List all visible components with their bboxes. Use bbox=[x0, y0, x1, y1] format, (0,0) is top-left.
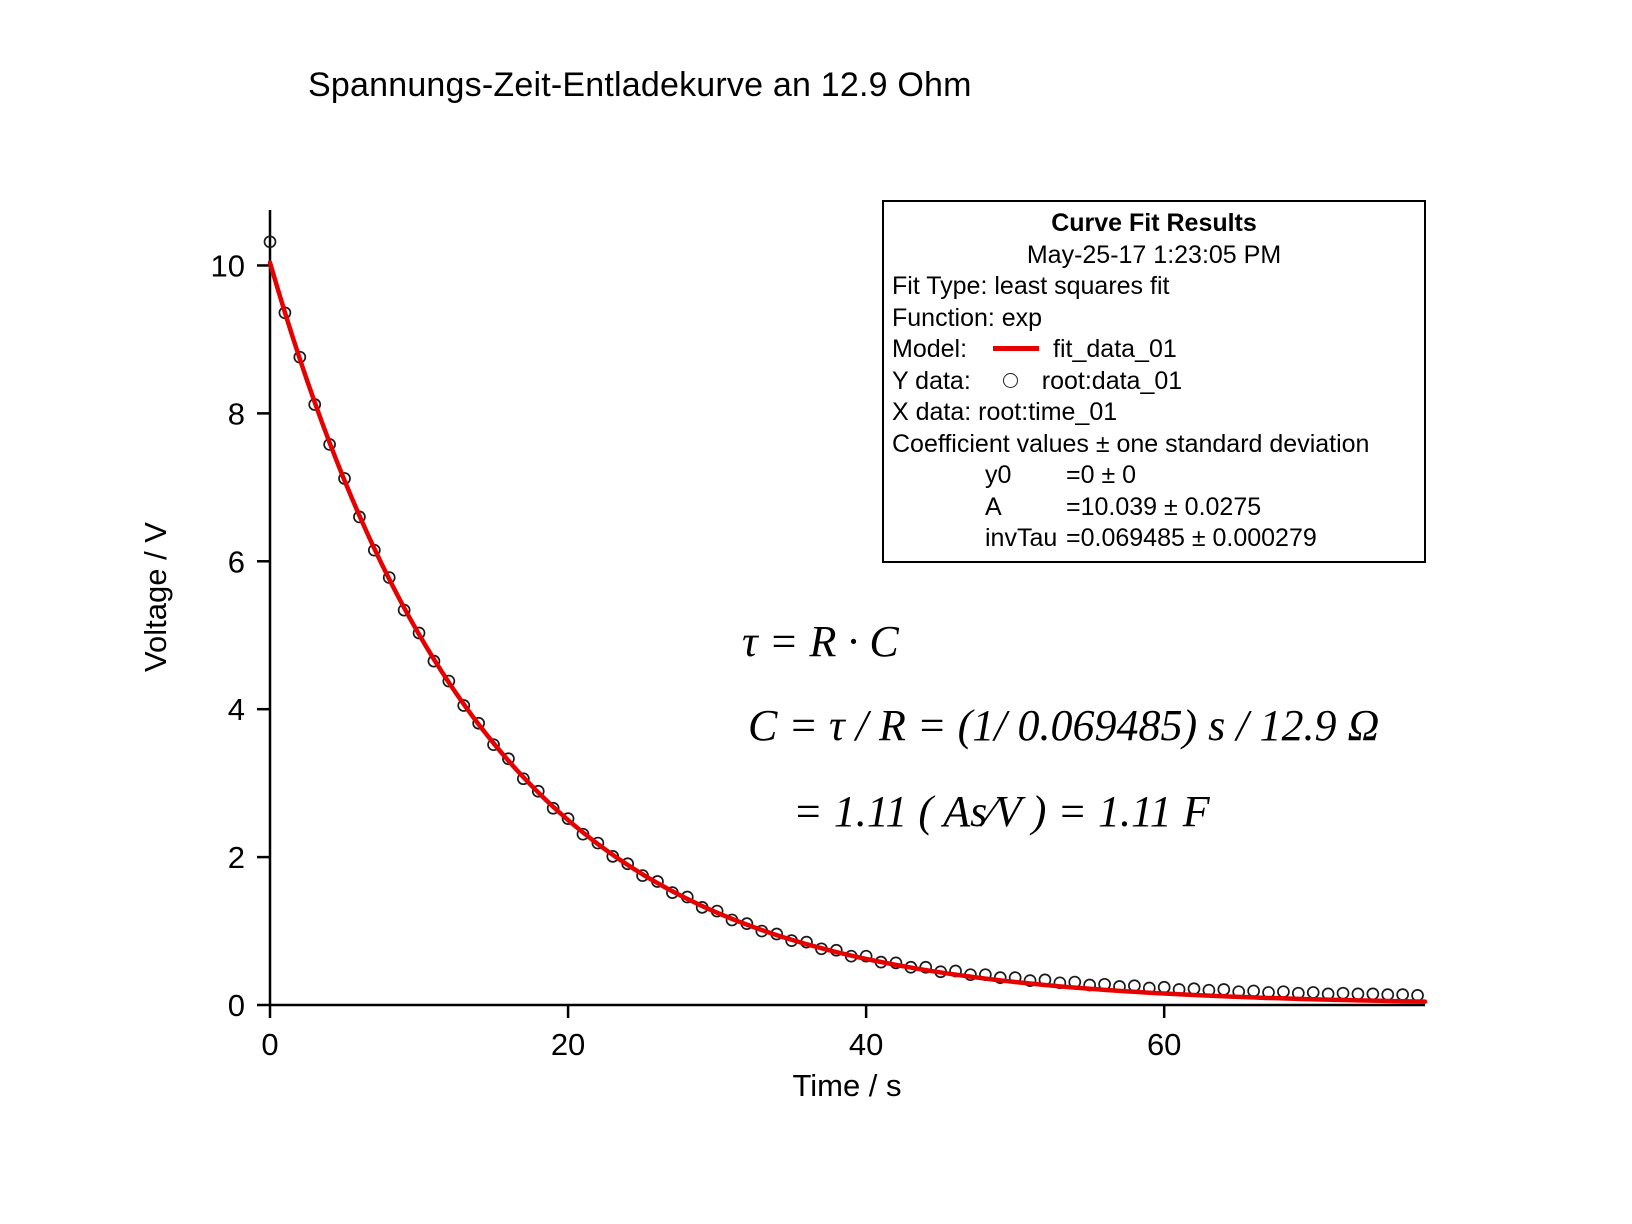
data-point-marker bbox=[531, 784, 545, 798]
ydata-value: root:data_01 bbox=[1041, 366, 1183, 395]
fit-line bbox=[267, 260, 1428, 1004]
model-value: fit_data_01 bbox=[1053, 335, 1177, 363]
y-tick-label: 0 bbox=[228, 988, 245, 1023]
xdata-line: X data: root:time_01 bbox=[892, 398, 1118, 426]
data-point-marker bbox=[1351, 987, 1365, 1001]
ydata-line: Y data: root:data_01 bbox=[892, 366, 1416, 398]
x-axis-label: Time / s bbox=[792, 1068, 901, 1103]
x-tick-label: 20 bbox=[551, 1027, 585, 1062]
coefficient-row-y0: y0 =0 ± 0 bbox=[985, 460, 1416, 492]
coefficient-name: A bbox=[985, 492, 1002, 521]
data-point-marker bbox=[1306, 986, 1320, 999]
y-axis-label: Voltage / V bbox=[138, 522, 173, 672]
coefficient-name: invTau bbox=[985, 524, 1058, 552]
y-tick-label: 4 bbox=[228, 692, 245, 727]
data-point-marker bbox=[457, 699, 471, 712]
fit-box-title: Curve Fit Results bbox=[1051, 209, 1257, 237]
curve-fit-results-box: Curve Fit Results May-25-17 1:23:05 PM F… bbox=[882, 200, 1426, 563]
data-point-marker bbox=[561, 812, 575, 825]
coefficient-header: Coefficient values ± one standard deviat… bbox=[892, 429, 1370, 458]
equation-capacitance: C = τ / R = (1/ 0.069485) s / 12.9 Ω bbox=[748, 701, 1380, 750]
fit-type-line: Fit Type: least squares fit bbox=[892, 272, 1170, 300]
x-tick-label: 40 bbox=[849, 1027, 883, 1062]
data-point-marker bbox=[1023, 974, 1037, 987]
data-point-marker bbox=[517, 772, 530, 786]
coefficient-row-invTau: invTau =0.069485 ± 0.000279 bbox=[985, 523, 1416, 555]
open-circle-marker-icon bbox=[1002, 372, 1018, 388]
equation-result: = 1.11 ( As⁄V ) = 1.11 F bbox=[793, 787, 1210, 836]
coefficient-value: =10.039 ± 0.0275 bbox=[1066, 492, 1262, 521]
data-point-marker bbox=[546, 801, 560, 815]
coefficient-row-A: A =10.039 ± 0.0275 bbox=[985, 492, 1416, 524]
data-point-marker bbox=[1217, 983, 1231, 996]
model-line: Model: fit_data_01 bbox=[892, 334, 1416, 366]
coefficient-name: y0 bbox=[985, 461, 1012, 489]
data-point-marker bbox=[502, 752, 515, 766]
coefficient-value: =0.069485 ± 0.000279 bbox=[1066, 524, 1317, 552]
y-tick-label: 10 bbox=[211, 248, 245, 283]
data-point-marker bbox=[591, 836, 605, 850]
ydata-label: Y data: bbox=[892, 366, 971, 395]
data-point-marker bbox=[1277, 985, 1290, 999]
data-point-marker bbox=[442, 674, 456, 688]
data-point-marker bbox=[1366, 987, 1380, 1001]
y-tick-label: 6 bbox=[228, 544, 245, 579]
coefficient-value: =0 ± 0 bbox=[1066, 461, 1137, 489]
model-label: Model: bbox=[892, 335, 968, 363]
data-point-marker bbox=[487, 738, 500, 752]
data-point-marker bbox=[472, 716, 485, 730]
data-point-marker bbox=[263, 235, 277, 249]
chart-title: Spannungs-Zeit-Entladekurve an 12.9 Ohm bbox=[308, 66, 972, 104]
data-point-marker bbox=[1381, 988, 1395, 1001]
data-point-marker bbox=[1336, 986, 1350, 1000]
x-tick-label: 60 bbox=[1147, 1027, 1181, 1062]
fit-line-swatch-icon bbox=[993, 345, 1040, 351]
data-point-marker bbox=[1247, 984, 1260, 998]
data-point-marker bbox=[1396, 988, 1409, 1001]
y-tick-label: 2 bbox=[228, 840, 245, 875]
x-tick-label: 0 bbox=[261, 1027, 278, 1062]
equation-tau: τ = R · C bbox=[742, 617, 899, 666]
y-tick-label: 8 bbox=[228, 396, 245, 431]
function-line: Function: exp bbox=[892, 303, 1043, 332]
fit-box-timestamp: May-25-17 1:23:05 PM bbox=[1026, 240, 1282, 269]
